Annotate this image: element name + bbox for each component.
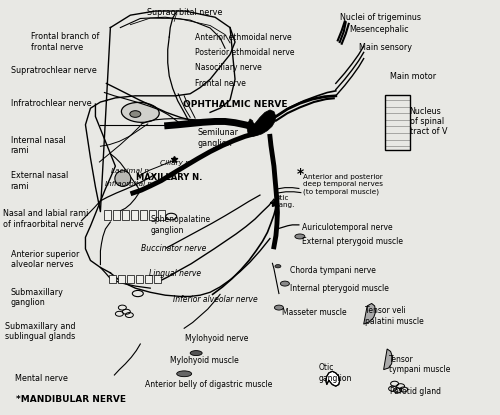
Text: Tensor
tympani muscle: Tensor tympani muscle	[388, 355, 450, 374]
Text: Semilunar
ganglion: Semilunar ganglion	[198, 128, 238, 148]
Text: Buccinator nerve: Buccinator nerve	[142, 244, 206, 254]
Text: MAXILLARY N.: MAXILLARY N.	[136, 173, 202, 182]
Text: Posterior ethmoidal nerve: Posterior ethmoidal nerve	[195, 48, 294, 57]
FancyBboxPatch shape	[113, 210, 120, 220]
Ellipse shape	[130, 111, 141, 117]
Text: Submaxillary
ganglion: Submaxillary ganglion	[10, 288, 64, 308]
Text: Auriculotemporal nerve: Auriculotemporal nerve	[302, 223, 392, 232]
FancyBboxPatch shape	[136, 274, 143, 283]
FancyBboxPatch shape	[104, 210, 112, 220]
Text: *MANDIBULAR NERVE: *MANDIBULAR NERVE	[16, 395, 126, 404]
Text: Nuclei of trigeminus: Nuclei of trigeminus	[340, 13, 421, 22]
Polygon shape	[247, 110, 276, 137]
Text: Sphenopalatine
ganglion: Sphenopalatine ganglion	[150, 215, 210, 234]
Ellipse shape	[122, 103, 159, 122]
Text: Anterior superior
alveolar nerves: Anterior superior alveolar nerves	[10, 249, 79, 269]
FancyBboxPatch shape	[146, 274, 152, 283]
Ellipse shape	[274, 305, 283, 310]
Ellipse shape	[190, 351, 202, 356]
Text: Internal pterygoid muscle: Internal pterygoid muscle	[290, 284, 389, 293]
FancyBboxPatch shape	[110, 274, 116, 283]
Polygon shape	[326, 371, 340, 386]
Text: Nucleus
of spinal
tract of V: Nucleus of spinal tract of V	[410, 107, 447, 137]
Text: Infraorbital n.: Infraorbital n.	[106, 181, 154, 186]
Text: Mental nerve: Mental nerve	[14, 374, 68, 383]
Text: Infratrochlear nerve: Infratrochlear nerve	[10, 99, 92, 108]
Text: Main sensory: Main sensory	[358, 42, 412, 51]
Text: Nasal and labial rami
of infraorbital nerve: Nasal and labial rami of infraorbital ne…	[2, 210, 88, 229]
FancyBboxPatch shape	[154, 274, 161, 283]
FancyBboxPatch shape	[122, 210, 130, 220]
Text: Submaxillary and
sublingual glands: Submaxillary and sublingual glands	[4, 322, 75, 341]
Ellipse shape	[275, 265, 281, 268]
FancyBboxPatch shape	[140, 210, 147, 220]
Text: Lingual nerve: Lingual nerve	[150, 269, 202, 278]
Text: Supraorbital nerve: Supraorbital nerve	[148, 8, 223, 17]
Ellipse shape	[295, 234, 305, 239]
Text: OPHTHALMIC NERVE: OPHTHALMIC NERVE	[182, 100, 287, 109]
Text: Anterior and posterior
deep temporal nerves
(to temporal muscle): Anterior and posterior deep temporal ner…	[303, 174, 383, 195]
Text: Supratrochlear nerve: Supratrochlear nerve	[10, 66, 96, 75]
Ellipse shape	[176, 371, 192, 377]
Text: External nasal
rami: External nasal rami	[10, 171, 68, 191]
Ellipse shape	[115, 171, 131, 186]
Text: Anterior ethmoidal nerve: Anterior ethmoidal nerve	[195, 33, 292, 42]
FancyBboxPatch shape	[131, 210, 138, 220]
Text: *: *	[296, 166, 304, 181]
Text: Nasociliary nerve: Nasociliary nerve	[195, 63, 262, 72]
Text: Otic
ganglion: Otic ganglion	[319, 363, 352, 383]
Text: Anterior belly of digastric muscle: Anterior belly of digastric muscle	[146, 380, 272, 389]
Text: Ciliary n.: Ciliary n.	[160, 160, 192, 166]
Text: Mylohyoid nerve: Mylohyoid nerve	[185, 334, 248, 343]
FancyBboxPatch shape	[128, 274, 134, 283]
Text: Chorda tympani nerve: Chorda tympani nerve	[290, 266, 376, 275]
Text: Internal nasal
rami: Internal nasal rami	[10, 136, 66, 155]
Text: Mesencephalic: Mesencephalic	[350, 25, 410, 34]
Ellipse shape	[280, 281, 289, 286]
Text: Tensor veli
palatini muscle: Tensor veli palatini muscle	[364, 306, 424, 325]
Text: Mylohyoid muscle: Mylohyoid muscle	[170, 356, 239, 365]
Polygon shape	[384, 349, 392, 370]
Text: External pterygoid muscle: External pterygoid muscle	[302, 237, 403, 246]
FancyBboxPatch shape	[149, 210, 156, 220]
Text: Inferior alveolar nerve: Inferior alveolar nerve	[172, 295, 258, 304]
Text: Frontal branch of
frontal nerve: Frontal branch of frontal nerve	[30, 32, 99, 52]
FancyBboxPatch shape	[118, 274, 126, 283]
Polygon shape	[364, 303, 376, 324]
Text: Masseter muscle: Masseter muscle	[282, 308, 346, 317]
FancyBboxPatch shape	[158, 210, 165, 220]
Text: Frontal nerve: Frontal nerve	[195, 79, 246, 88]
Text: Lacrimal n.: Lacrimal n.	[112, 168, 152, 174]
Text: Otic
gang.: Otic gang.	[275, 195, 295, 208]
Text: Main motor: Main motor	[390, 72, 436, 81]
Text: Parotid gland: Parotid gland	[390, 387, 440, 396]
